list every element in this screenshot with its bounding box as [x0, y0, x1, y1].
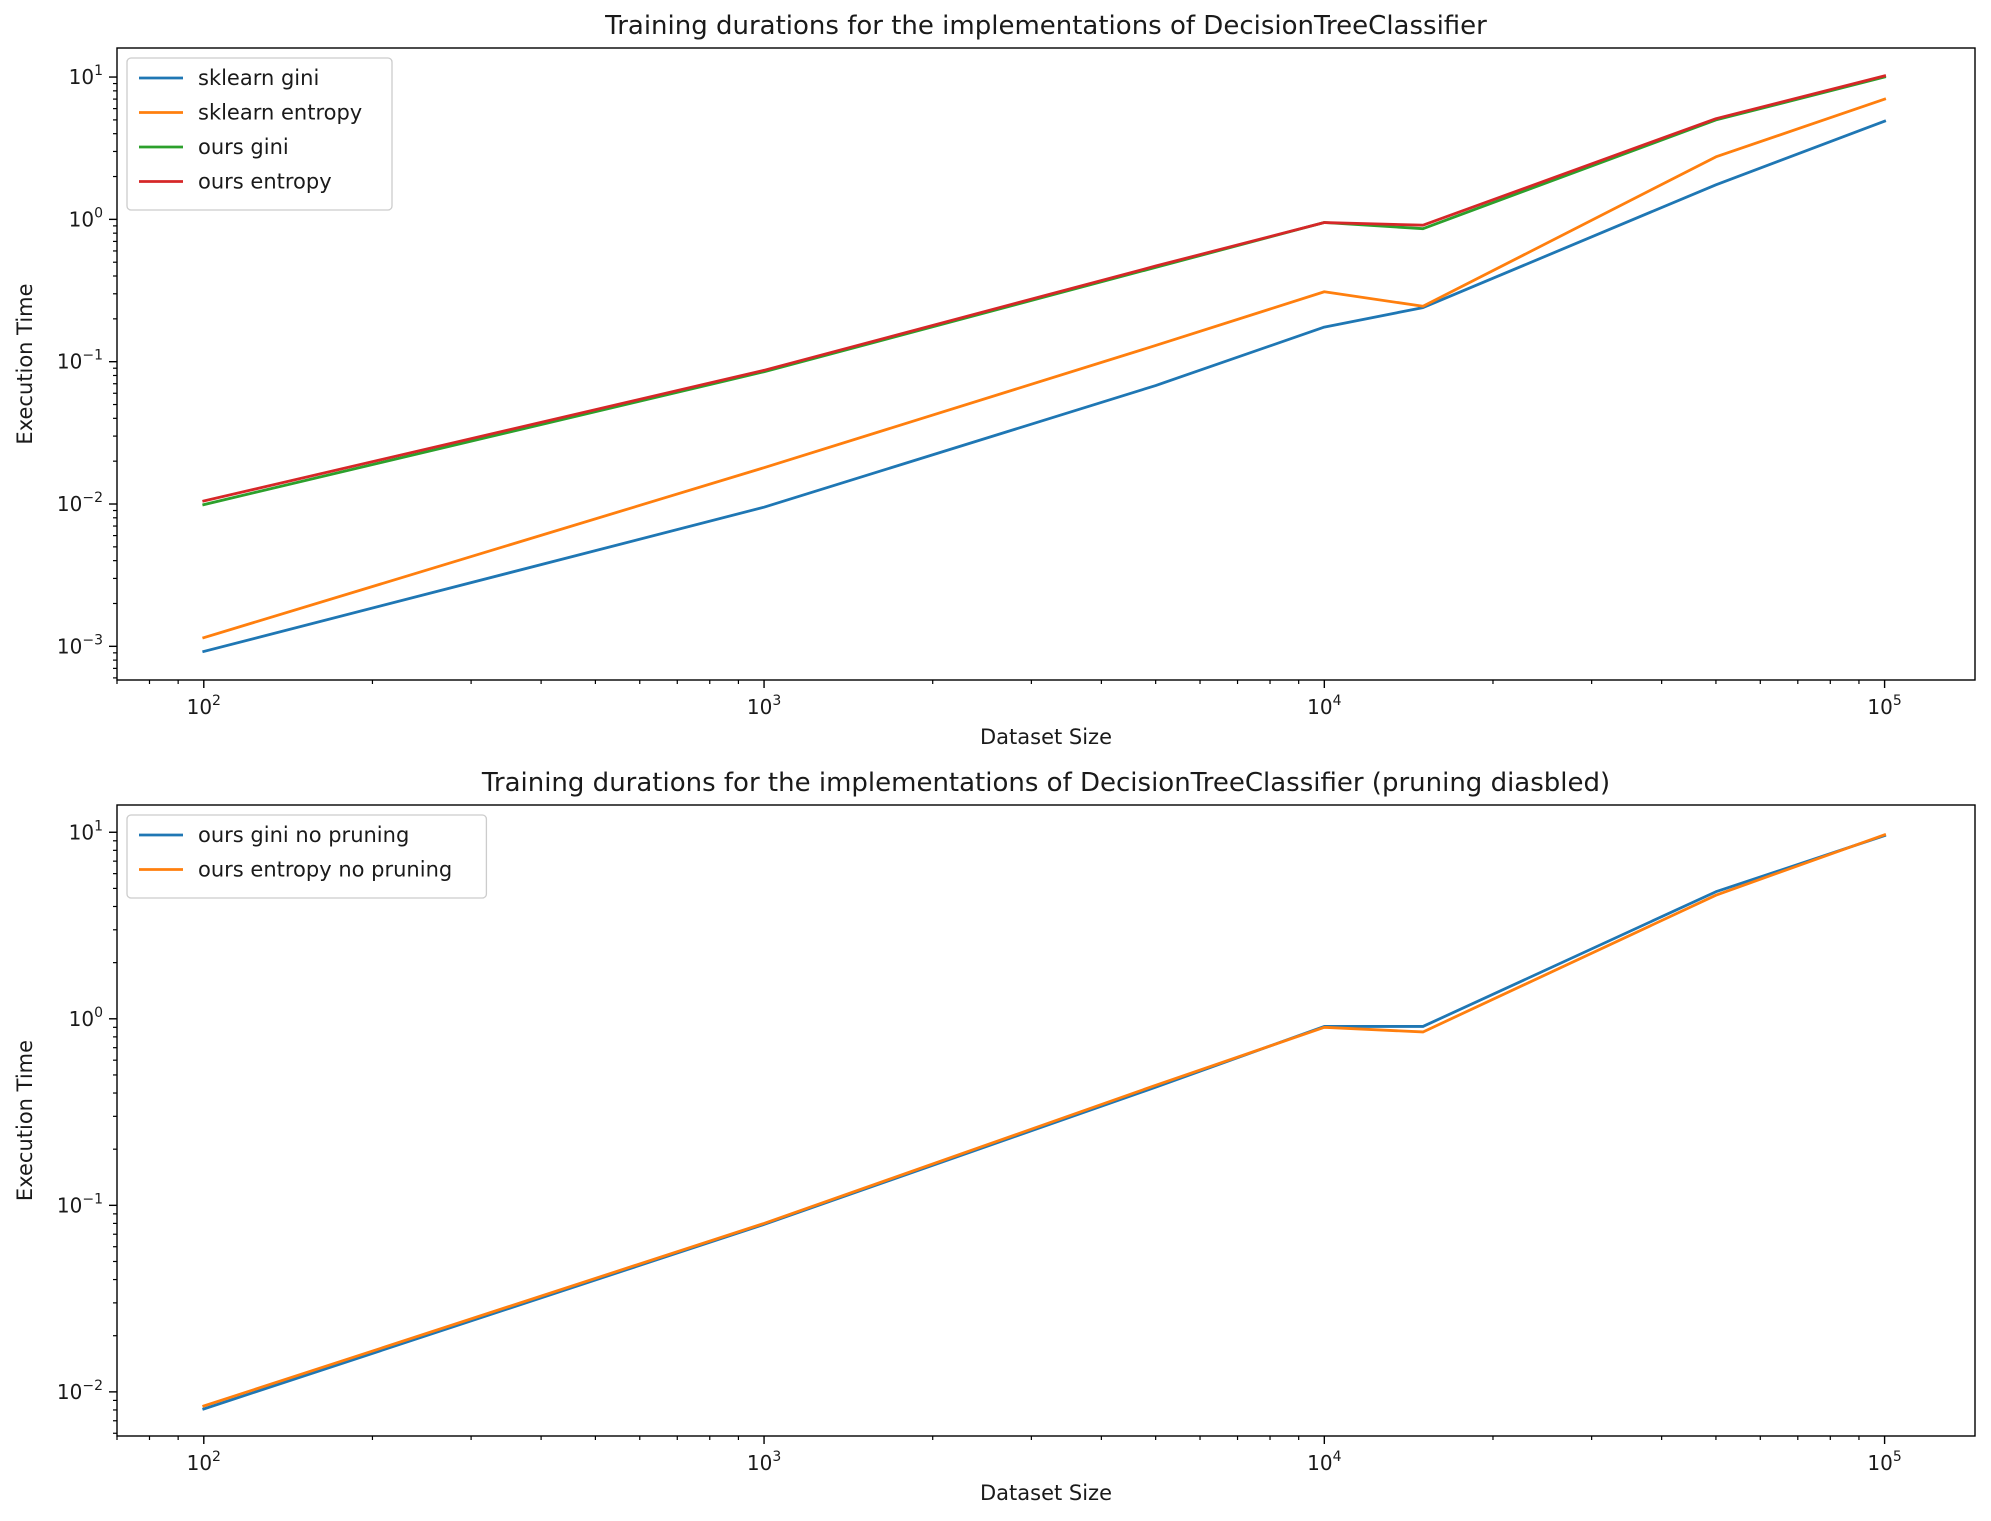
chart1-plot-area — [202, 74, 1887, 654]
chart2-title: Training durations for the implementatio… — [481, 768, 1610, 798]
chart1-legend-label: ours entropy — [198, 170, 332, 194]
chart1-y-tick-label: 10−3 — [57, 632, 103, 658]
chart2-legend: ours gini no pruning ours entropy no prun… — [126, 814, 488, 899]
chart2-x-tick-label: 103 — [747, 1449, 781, 1475]
chart1-x-tick-label: 105 — [1867, 693, 1901, 719]
chart2-x-tick-label: 105 — [1867, 1449, 1901, 1475]
chart1-title: Training durations for the implementatio… — [604, 11, 1487, 41]
chart1-x-tick-label: 102 — [187, 693, 221, 719]
chart1-x-tick-label: 103 — [747, 693, 781, 719]
chart2-legend-box — [126, 814, 488, 899]
chart2-y-tick-label: 10−2 — [57, 1378, 103, 1404]
chart2: Training durations for the implementatio… — [13, 768, 1976, 1505]
chart2-legend-label: ours entropy no pruning — [198, 858, 452, 882]
chart2-x-tick-label: 102 — [187, 1449, 221, 1475]
chart1-x-tick-label: 104 — [1307, 693, 1341, 719]
chart1-legend-label: sklearn gini — [198, 66, 319, 90]
chart1-y-tick-label: 100 — [69, 205, 103, 231]
chart1-series-sklearn-gini — [202, 119, 1887, 654]
chart1-y-tick-label: 10−2 — [57, 490, 103, 516]
chart2-frame — [116, 804, 1976, 1437]
chart1-x-axis-label: Dataset Size — [980, 725, 1112, 749]
chart2-y-tick-label: 101 — [69, 818, 103, 844]
chart2-legend-label: ours gini no pruning — [198, 823, 409, 847]
chart1-legend: sklearn gini sklearn entropy ours gini ours… — [126, 57, 393, 211]
chart2-series-ours-entropy-no-pruning — [202, 832, 1887, 1408]
chart2-y-tick-label: 10−1 — [57, 1191, 103, 1217]
chart1-y-axis-label: Execution Time — [13, 283, 37, 444]
chart2-y-tick-label: 100 — [69, 1005, 103, 1031]
chart1-series-ours-entropy — [202, 74, 1887, 503]
chart1-y-tick-label: 101 — [69, 63, 103, 89]
chart2-plot-area — [202, 832, 1887, 1411]
chart1-series-ours-gini — [202, 75, 1887, 507]
chart2-y-axis-label: Execution Time — [13, 1040, 37, 1201]
chart1-series-sklearn-entropy — [202, 97, 1887, 640]
chart1-legend-label: ours gini — [198, 135, 289, 159]
chart1-frame — [116, 47, 1976, 681]
chart2-x-axis-label: Dataset Size — [980, 1481, 1112, 1505]
chart2-x-tick-label: 104 — [1307, 1449, 1341, 1475]
chart1-y-tick-label: 10−1 — [57, 348, 103, 374]
chart1-legend-label: sklearn entropy — [198, 101, 362, 125]
chart1-legend-box — [126, 57, 393, 211]
chart1: Training durations for the implementatio… — [13, 11, 1976, 749]
